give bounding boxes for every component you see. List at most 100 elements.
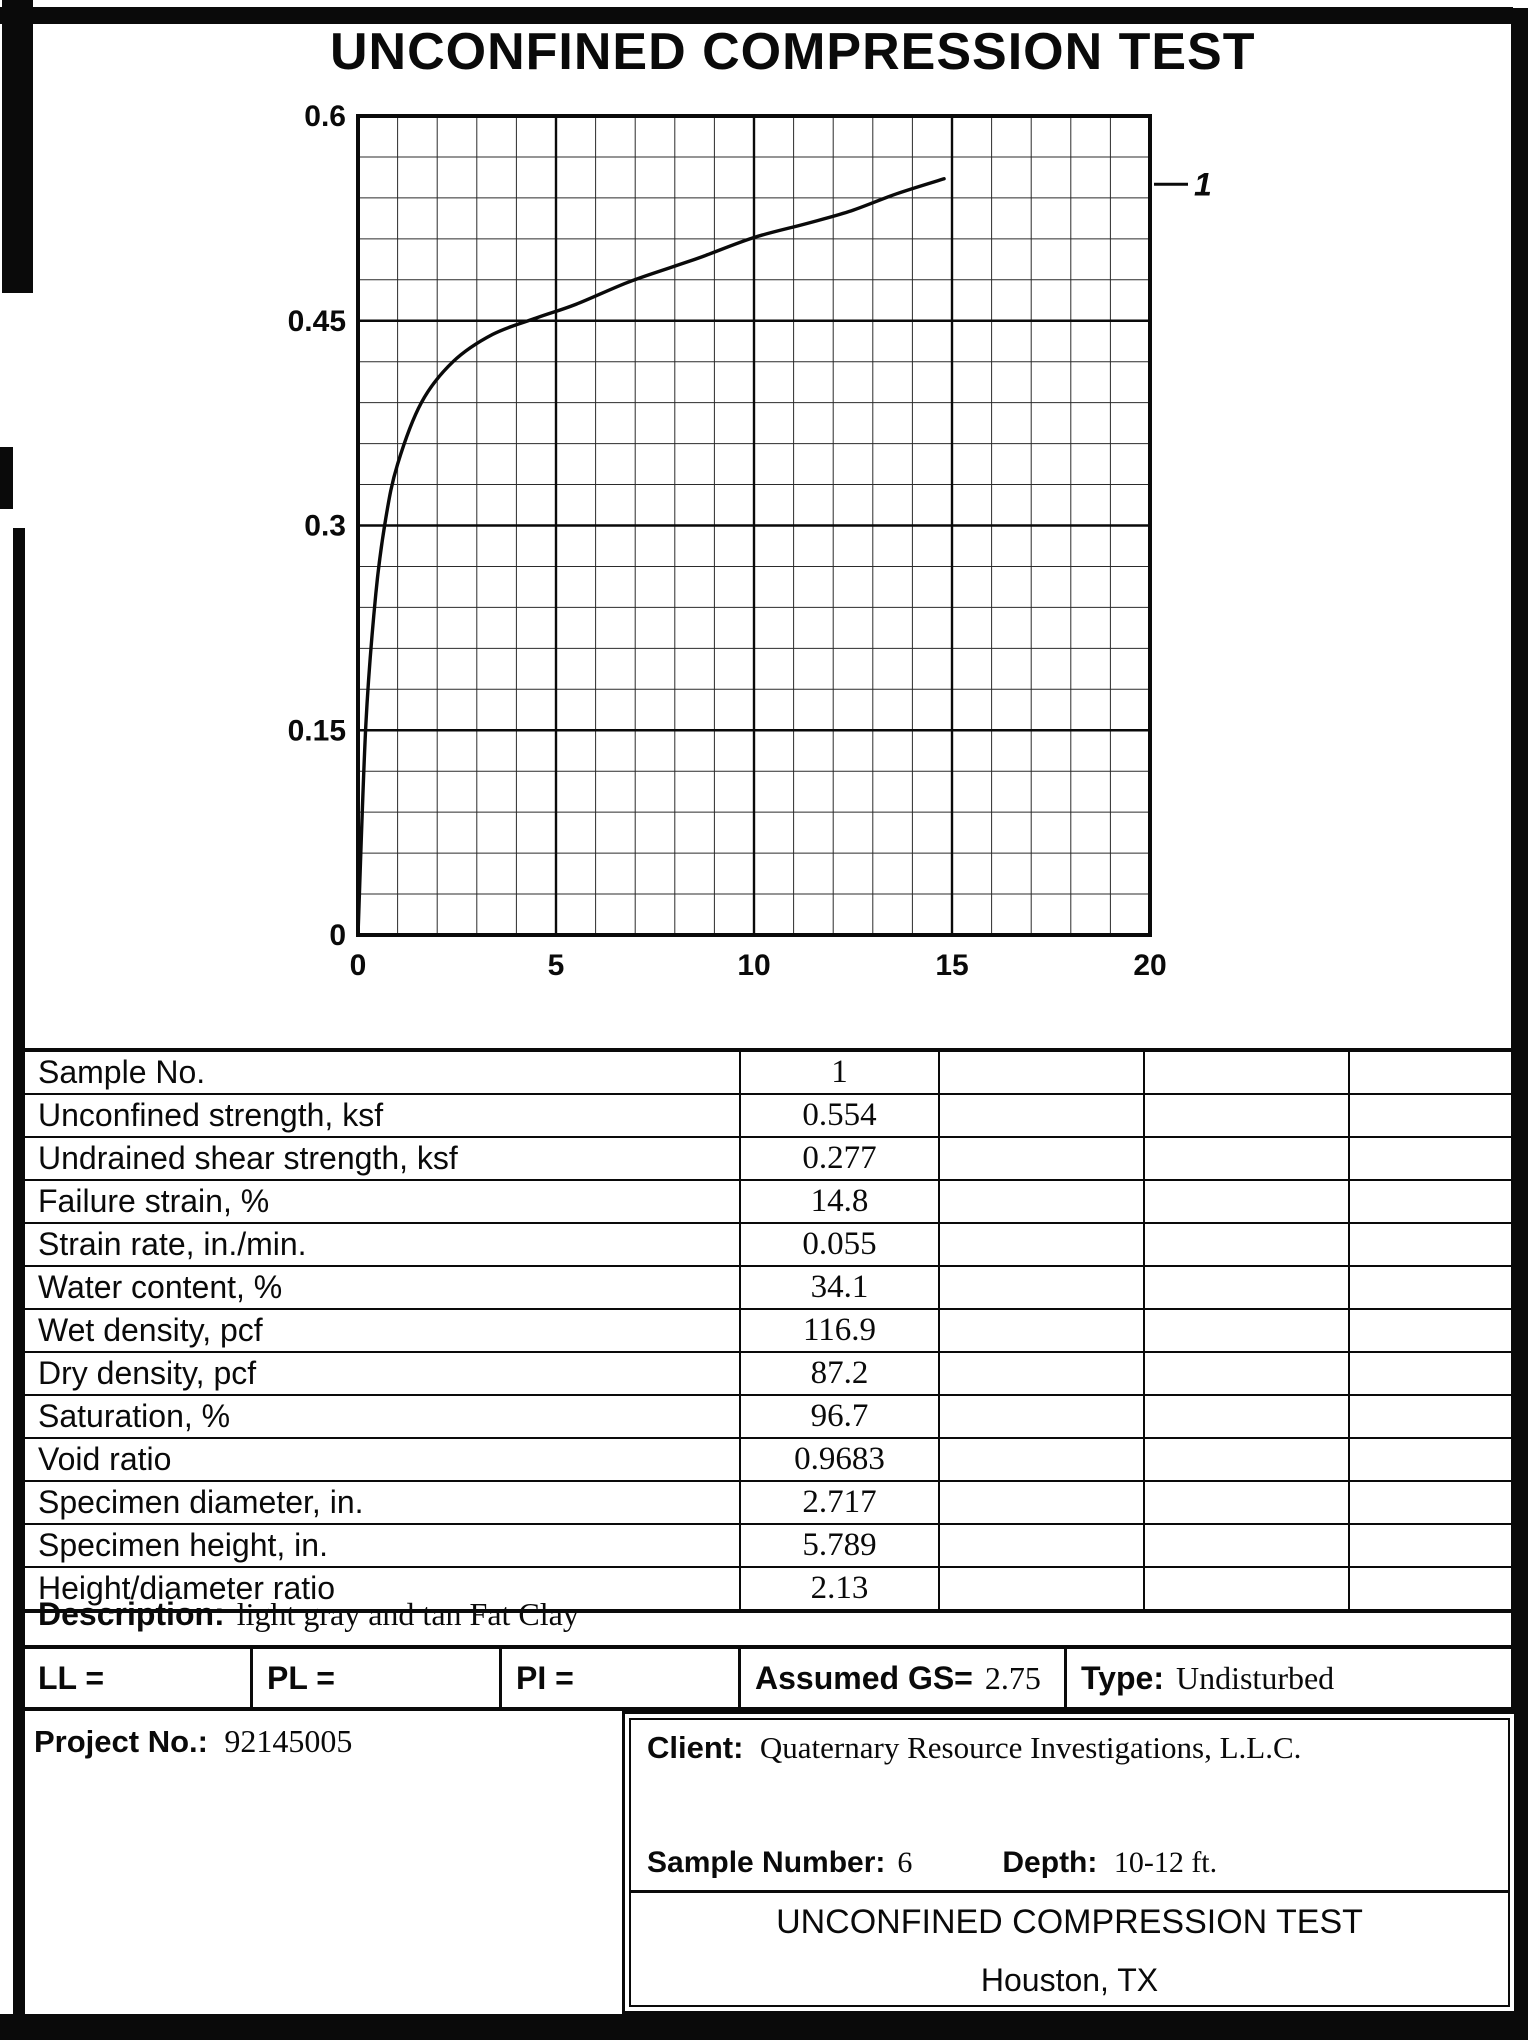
row-value xyxy=(1143,1437,1350,1482)
results-table-body: Sample No. 1 Unconfined strength, ksf 0.554… xyxy=(21,1049,1520,1612)
table-row: Dry density, pcf 87.2 xyxy=(21,1351,1520,1396)
row-value xyxy=(1348,1136,1520,1181)
row-value: 1 xyxy=(739,1049,940,1095)
sample-number-value: 6 xyxy=(897,1846,913,1879)
row-value xyxy=(1348,1566,1520,1612)
page-title: UNCONFINED COMPRESSION TEST xyxy=(330,23,1256,81)
row-value: 14.8 xyxy=(739,1179,940,1224)
results-table: Sample No. 1 Unconfined strength, ksf 0.554… xyxy=(20,1048,1521,1613)
row-value xyxy=(938,1308,1145,1353)
table-row: Failure strain, % 14.8 xyxy=(21,1179,1520,1224)
table-row: Specimen height, in. 5.789 xyxy=(21,1523,1520,1568)
x-axis-tick-label: 20 xyxy=(1133,949,1166,982)
table-row: Sample No. 1 xyxy=(21,1049,1520,1095)
footer-location: Houston, TX xyxy=(980,1962,1159,1998)
row-value xyxy=(1348,1480,1520,1525)
pi-cell: PI = xyxy=(502,1649,741,1707)
row-label: Wet density, pcf xyxy=(21,1308,741,1353)
project-number-label: Project No.: xyxy=(34,1724,208,1759)
row-label: Height/diameter ratio xyxy=(21,1566,741,1612)
row-value xyxy=(938,1179,1145,1224)
description-row: Description: light gray and tan Fat Clay xyxy=(20,1583,1517,1645)
limits-row: LL = PL = PI = Assumed GS= 2.75 Type: Un… xyxy=(20,1645,1517,1711)
row-value xyxy=(1348,1523,1520,1568)
ll-label: LL = xyxy=(38,1659,105,1696)
client-box-spacer xyxy=(631,1766,1508,1842)
table-row: Strain rate, in./min. 0.055 xyxy=(21,1222,1520,1267)
sample-number-label: Sample Number: xyxy=(647,1846,886,1879)
row-value: 96.7 xyxy=(739,1394,940,1439)
footer-doc-title: UNCONFINED COMPRESSION TEST xyxy=(776,1903,1363,1941)
project-number-value: 92145005 xyxy=(224,1723,353,1759)
row-value xyxy=(1143,1351,1350,1396)
row-value xyxy=(1143,1523,1350,1568)
type-value: Undisturbed xyxy=(1175,1659,1335,1696)
row-value: 2.13 xyxy=(739,1566,940,1612)
table-row: Unconfined strength, ksf 0.554 xyxy=(21,1093,1520,1138)
pl-label: PL = xyxy=(267,1659,335,1696)
stress-strain-chart: 0 5 10 15 20 0.6 0.45 0.3 0.15 0 1 xyxy=(288,100,1212,982)
table-row: Undrained shear strength, ksf 0.277 xyxy=(21,1136,1520,1181)
assumed-gs-value: 2.75 xyxy=(984,1659,1041,1696)
row-label: Failure strain, % xyxy=(21,1179,741,1224)
row-value: 34.1 xyxy=(739,1265,940,1310)
footer-section: Project No.: 92145005 Client: Quaternary… xyxy=(20,1711,1517,2014)
ll-cell: LL = xyxy=(24,1649,253,1707)
y-axis-tick-label: 0.6 xyxy=(304,100,346,133)
row-value xyxy=(938,1394,1145,1439)
depth-value: 10-12 ft. xyxy=(1113,1846,1218,1879)
row-label: Dry density, pcf xyxy=(21,1351,741,1396)
row-value xyxy=(938,1351,1145,1396)
client-label: Client: xyxy=(647,1730,744,1765)
row-value xyxy=(1348,1049,1520,1095)
row-label: Void ratio xyxy=(21,1437,741,1482)
description-label: Description: xyxy=(38,1595,225,1632)
row-value: 0.277 xyxy=(739,1136,940,1181)
row-value xyxy=(938,1265,1145,1310)
table-row: Height/diameter ratio 2.13 xyxy=(21,1566,1520,1612)
row-value xyxy=(1143,1222,1350,1267)
row-value xyxy=(1143,1480,1350,1525)
legend-series-label: 1 xyxy=(1194,166,1212,202)
y-axis-tick-label: 0.45 xyxy=(288,305,346,338)
row-value: 0.055 xyxy=(739,1222,940,1267)
plot-frame xyxy=(356,114,1152,937)
row-value xyxy=(1143,1566,1350,1612)
row-label: Sample No. xyxy=(21,1049,741,1095)
row-label: Undrained shear strength, ksf xyxy=(21,1136,741,1181)
x-axis-tick-label: 0 xyxy=(350,949,367,982)
scan-corner-mark xyxy=(2,0,33,293)
assumed-gs-cell: Assumed GS= 2.75 xyxy=(741,1649,1067,1707)
type-cell: Type: Undisturbed xyxy=(1067,1649,1513,1707)
row-value xyxy=(1143,1093,1350,1138)
y-axis-tick-label: 0.15 xyxy=(288,714,346,747)
row-value xyxy=(938,1523,1145,1568)
row-value xyxy=(938,1566,1145,1612)
scan-border-bottom xyxy=(0,2014,1528,2040)
row-label: Specimen height, in. xyxy=(21,1523,741,1568)
row-value xyxy=(1348,1308,1520,1353)
client-value: Quaternary Resource Investigations, L.L.… xyxy=(759,1730,1302,1765)
row-value xyxy=(1348,1394,1520,1439)
table-row: Saturation, % 96.7 xyxy=(21,1394,1520,1439)
row-value xyxy=(1143,1179,1350,1224)
table-row: Specimen diameter, in. 2.717 xyxy=(21,1480,1520,1525)
stress-strain-curve xyxy=(356,177,946,937)
scan-left-tick-mark xyxy=(0,447,13,509)
scan-border-top xyxy=(0,7,1513,24)
client-line: Client: Quaternary Resource Investigatio… xyxy=(631,1720,1508,1766)
client-box: Client: Quaternary Resource Investigatio… xyxy=(622,1711,1517,2014)
pl-cell: PL = xyxy=(253,1649,502,1707)
row-value xyxy=(1143,1394,1350,1439)
depth-group: Depth: 10-12 ft. xyxy=(1002,1846,1217,1880)
row-value: 116.9 xyxy=(739,1308,940,1353)
row-value: 5.789 xyxy=(739,1523,940,1568)
pi-label: PI = xyxy=(516,1659,574,1696)
row-value xyxy=(1143,1049,1350,1095)
table-row: Water content, % 34.1 xyxy=(21,1265,1520,1310)
row-value xyxy=(1143,1136,1350,1181)
row-label: Water content, % xyxy=(21,1265,741,1310)
row-value xyxy=(1143,1308,1350,1353)
row-value xyxy=(1348,1351,1520,1396)
row-value xyxy=(938,1093,1145,1138)
